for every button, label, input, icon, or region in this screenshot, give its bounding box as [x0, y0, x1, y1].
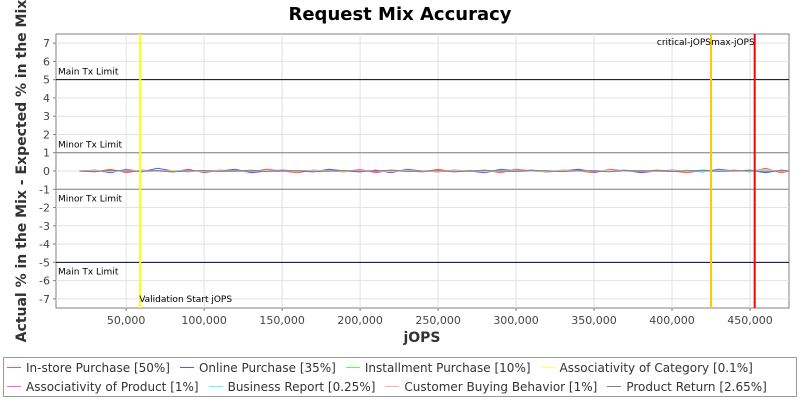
y-axis-ticks: -7 -6 -5 -4 -3 -2 -1 0 1 2 3 4 5 6 7 — [39, 37, 56, 306]
legend-swatch — [385, 386, 400, 387]
x-tick-label: 200,000 — [337, 314, 383, 327]
x-tick-label: 50,000 — [107, 314, 146, 327]
y-tick-label: -3 — [39, 220, 50, 233]
y-tick-label: 0 — [43, 165, 50, 178]
legend-item: Associativity of Product [1%] — [7, 380, 199, 394]
limit-line-label: Main Tx Limit — [58, 267, 119, 277]
y-tick-label: 5 — [43, 74, 50, 87]
marker-lines: Validation Start jOPS critical-jOPS max-jO… — [139, 34, 756, 308]
y-tick-label: -1 — [39, 183, 50, 196]
x-tick-label: 150,000 — [259, 314, 305, 327]
legend-label: Installment Purchase [10%] — [364, 360, 531, 375]
y-tick-label: 4 — [43, 92, 50, 105]
chart-title: Request Mix Accuracy — [288, 4, 511, 25]
y-tick-label: -6 — [39, 275, 50, 288]
legend-label: Business Report [0.25%] — [227, 379, 376, 394]
x-tick-label: 450,000 — [727, 314, 773, 327]
request-mix-chart: Request Mix Accuracy Main Tx Limit Minor … — [14, 0, 790, 346]
limit-line-label: Minor Tx Limit — [58, 141, 123, 151]
legend-item: Business Report [0.25%] — [208, 379, 376, 394]
limit-lines: Main Tx Limit Minor Tx Limit Minor Tx Limi… — [56, 68, 789, 277]
y-tick-label: -5 — [39, 256, 50, 269]
x-tick-label: 300,000 — [493, 314, 539, 327]
series-line — [79, 169, 790, 173]
x-tick-label: 400,000 — [649, 314, 695, 327]
legend-item: Installment Purchase [10%] — [345, 360, 531, 375]
limit-line-label: Minor Tx Limit — [58, 194, 123, 204]
y-tick-label: 6 — [43, 55, 50, 68]
legend-swatch — [345, 367, 360, 368]
legend-swatch — [540, 367, 555, 368]
y-tick-label: 2 — [43, 128, 50, 141]
x-tick-label: 100,000 — [181, 314, 227, 327]
y-tick-label: -4 — [39, 238, 50, 251]
legend-item: In-store Purchase [50%] — [7, 361, 170, 375]
x-tick-label: 350,000 — [571, 314, 617, 327]
limit-line-label: Main Tx Limit — [58, 68, 119, 78]
x-axis-label: jOPS — [402, 330, 440, 346]
x-axis-ticks: 50,000 100,000 150,000 200,000 250,000 300,00… — [107, 308, 773, 327]
marker-label: critical-jOPS — [657, 38, 711, 48]
y-tick-label: 1 — [43, 147, 50, 160]
legend-item: Product Return [2.65%] — [607, 380, 767, 394]
legend-label: In-store Purchase [50%] — [26, 360, 170, 375]
legend-swatch — [179, 367, 194, 368]
legend-item: Customer Buying Behavior [1%] — [385, 380, 597, 394]
legend-row: In-store Purchase [50%] Online Purchase [… — [4, 358, 796, 377]
legend-swatch — [7, 386, 21, 387]
legend-item: Online Purchase [35%] — [179, 360, 336, 375]
x-tick-label: 250,000 — [415, 314, 461, 327]
y-tick-label: -7 — [39, 293, 50, 306]
legend-item: Associativity of Category [0.1%] — [540, 360, 753, 375]
legend-label: Associativity of Product [1%] — [26, 379, 199, 394]
legend-label: Customer Buying Behavior [1%] — [404, 379, 598, 394]
legend-swatch — [607, 386, 622, 387]
y-axis-label: Actual % in the Mix - Expected % in the … — [14, 0, 30, 342]
y-tick-label: 3 — [43, 110, 50, 123]
legend-swatch — [208, 386, 223, 387]
y-tick-label: 7 — [43, 37, 50, 50]
chart-legend: In-store Purchase [50%] Online Purchase [… — [3, 357, 797, 397]
series-lines — [79, 167, 790, 174]
legend-label: Product Return [2.65%] — [626, 379, 767, 394]
legend-label: Online Purchase [35%] — [198, 360, 336, 375]
y-tick-label: -2 — [39, 202, 50, 215]
legend-label: Associativity of Category [0.1%] — [559, 360, 753, 375]
legend-row: Associativity of Product [1%] Business Re… — [4, 377, 796, 396]
marker-label: max-jOPS — [711, 38, 755, 48]
legend-swatch — [7, 367, 21, 368]
marker-label: Validation Start jOPS — [139, 295, 232, 305]
